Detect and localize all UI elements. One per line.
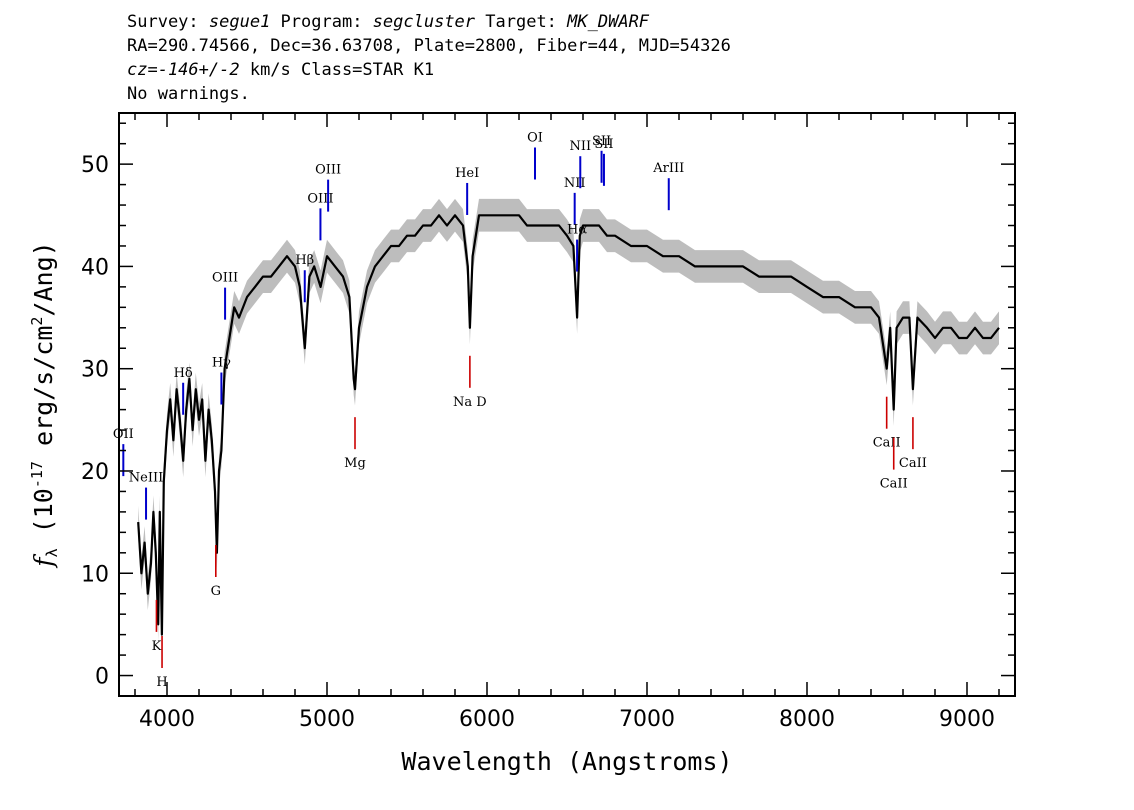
emission-label-oiii-9: OIII [307,191,333,206]
header-line-2: RA=290.74566, Dec=36.63708, Plate=2800, … [127,36,731,56]
x-axis-label: Wavelength (Angstroms) [401,747,732,776]
header-line-4: No warnings. [127,84,250,104]
target-value: MK_DWARF [567,12,650,32]
spectrum-error-band [138,198,999,651]
emission-label-h--13: Hδ [174,366,193,381]
absorption-label-caii-5: CaII [873,436,901,451]
header-line-1: Survey: segue1 Program: segcluster Targe… [127,10,731,34]
absorption-label-na-d-4: Na D [453,395,487,410]
emission-label-nii-4: NII [569,139,591,154]
redshift-value: cz=-146+/-2 [127,60,240,80]
program-key: Program: [270,12,373,32]
emission-label-h--8: Hβ [295,253,314,268]
absorption-label-mg-3: Mg [344,456,366,471]
emission-label-oi-1: OI [527,131,543,146]
class-text: km/s Class=STAR K1 [239,60,435,80]
x-tick-label-8000: 8000 [779,707,835,732]
emission-label-nii-2: NII [564,176,586,191]
x-tick-label-6000: 6000 [459,707,515,732]
emission-label-h--11: Hγ [212,356,231,371]
target-key: Target: [475,12,568,32]
emission-label-ariii-7: ArIII [652,161,684,176]
y-tick-label-40: 40 [81,255,109,280]
emission-label-sii-5: SII [592,134,611,149]
absorption-label-k-0: K [152,639,162,654]
y-tick-label-30: 30 [81,358,109,383]
spectrum-header: Survey: segue1 Program: segcluster Targe… [127,10,731,106]
y-tick-label-50: 50 [81,153,109,178]
header-line-3: cz=-146+/-2 km/s Class=STAR K1 [127,58,731,82]
x-tick-label-5000: 5000 [299,707,355,732]
emission-label-h--3: Hα [567,223,587,238]
x-tick-label-7000: 7000 [619,707,675,732]
absorption-label-caii-7: CaII [899,456,927,471]
spectrum-line [137,214,1000,636]
y-axis-label: fλ (10-17 erg/s/cm2/Ang) [28,241,61,568]
absorption-label-caii-6: CaII [880,477,908,492]
y-tick-label-10: 10 [81,562,109,587]
y-tick-label-0: 0 [95,665,109,690]
absorption-label-g-2: G [211,584,221,599]
x-tick-label-9000: 9000 [939,707,995,732]
plot-frame [118,112,1016,697]
absorption-label-h-1: H [156,675,167,690]
x-tick-label-4000: 4000 [139,707,195,732]
emission-label-oiii-10: OIII [315,163,341,178]
emission-label-neiii-14: NeIII [129,471,163,486]
emission-label-oiii-12: OIII [212,271,238,286]
svg-text:fλ (10-17 erg/s/cm2/Ang): fλ (10-17 erg/s/cm2/Ang) [28,241,61,568]
emission-label-sii-6: SII [594,137,613,152]
emission-label-hei-0: HeI [455,166,479,181]
y-tick-label-20: 20 [81,460,109,485]
survey-key: Survey: [127,12,209,32]
survey-value: segue1 [208,12,271,32]
program-value: segcluster [372,12,476,32]
axis-layer: 4000 5000 6000 7000 8000 9000 0 10 20 30 40 50 [81,113,1015,732]
